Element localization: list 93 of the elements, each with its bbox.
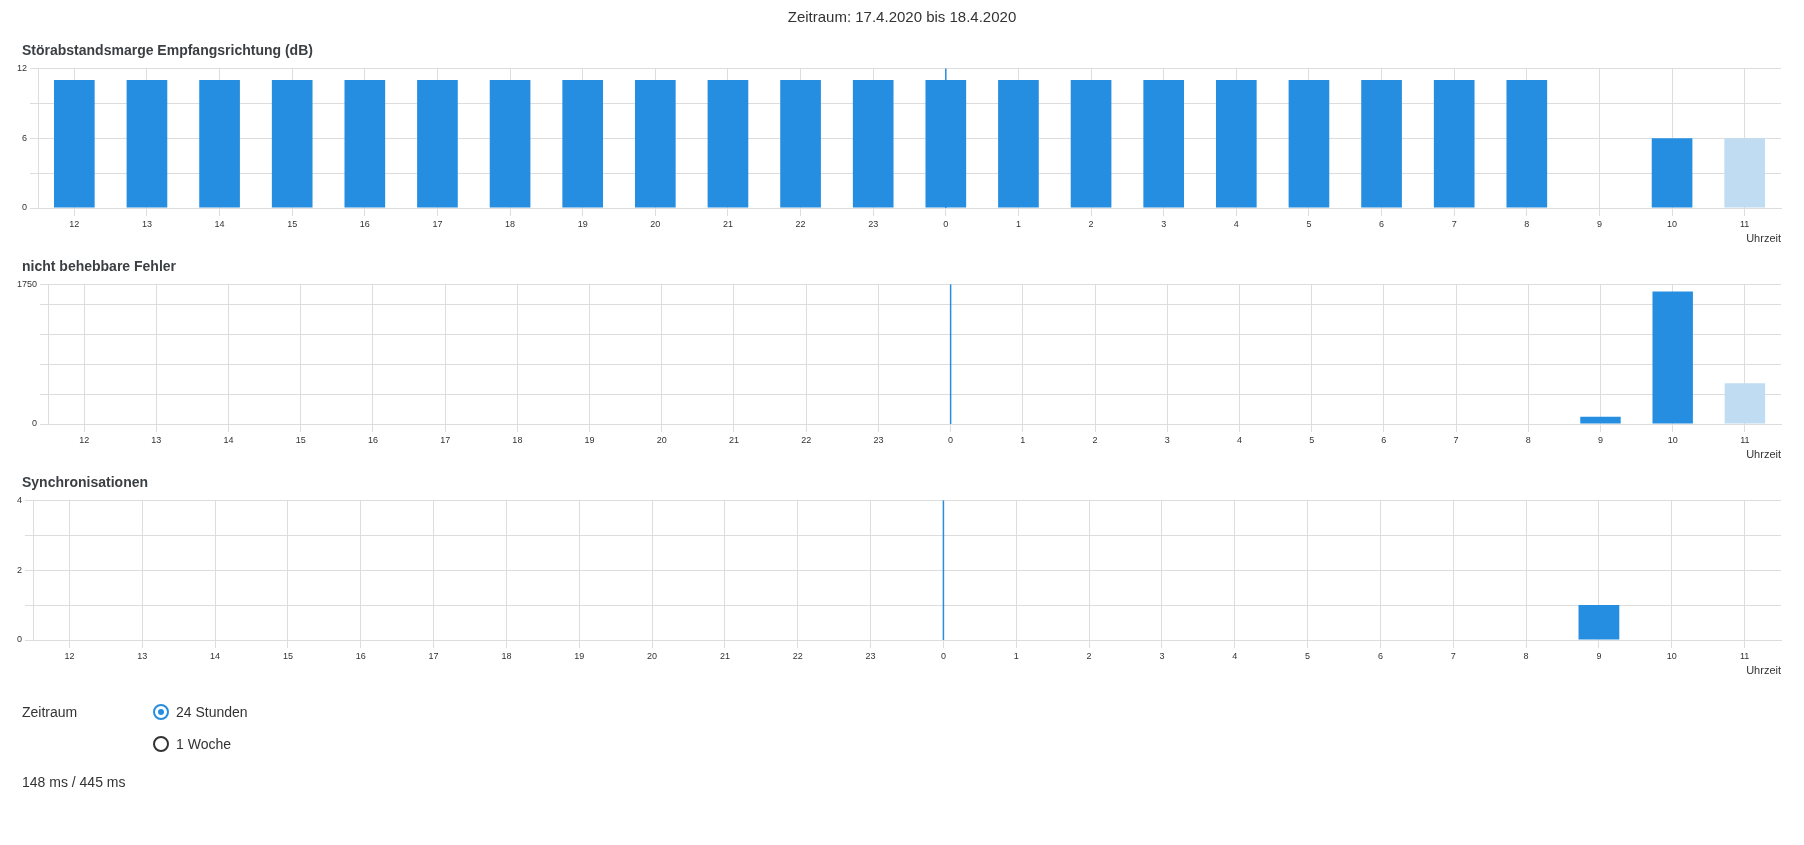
x-tick-label: 16 <box>367 434 378 445</box>
x-tick-label: 4 <box>1232 650 1238 661</box>
x-tick-label: 18 <box>505 218 516 229</box>
x-tick-label: 6 <box>1381 434 1387 445</box>
x-tick-label: 1 <box>1020 434 1026 445</box>
x-tick-label: 11 <box>1739 650 1750 661</box>
x-tick-label: 2 <box>1092 434 1098 445</box>
text: 1 Woche <box>176 736 231 752</box>
x-tick-label: 20 <box>656 434 667 445</box>
x-tick-label: 22 <box>801 434 812 445</box>
x-tick-label: 11 <box>1740 434 1750 445</box>
x-tick-label: 10 <box>1667 218 1678 229</box>
x-tick-label: 16 <box>355 650 366 661</box>
x-tick-label: 12 <box>64 650 75 661</box>
x-tick-label: 21 <box>728 434 739 445</box>
x-tick-label: 15 <box>287 218 298 229</box>
x-tick-label: 18 <box>501 650 512 661</box>
y-tick-label: 4 <box>16 494 23 505</box>
x-tick-label: 3 <box>1164 434 1170 445</box>
text: 24 Stunden <box>176 704 248 720</box>
x-tick-label: 17 <box>428 650 439 661</box>
x-tick-label: 17 <box>432 218 443 229</box>
x-tick-label: 7 <box>1450 650 1456 661</box>
x-tick-label: 10 <box>1666 650 1677 661</box>
x-tick-label: 21 <box>719 650 730 661</box>
y-tick-label: 0 <box>22 202 28 213</box>
x-tick-label: 21 <box>722 218 733 229</box>
x-tick-label: 6 <box>1377 650 1383 661</box>
x-tick-label: 9 <box>1597 434 1603 445</box>
text: Zeitraum <box>22 704 78 720</box>
x-tick-label: 12 <box>69 218 80 229</box>
x-tick-label: 22 <box>795 218 806 229</box>
x-tick-label: 19 <box>584 434 595 445</box>
chart-title: Störabstandsmarge Empfangsrichtung (dB) <box>22 42 314 60</box>
x-tick-label: 13 <box>151 434 162 445</box>
x-tick-label: 23 <box>865 650 876 661</box>
chart-title: Synchronisationen <box>22 474 150 492</box>
x-tick-label: 5 <box>1306 218 1312 229</box>
x-tick-label: 23 <box>868 218 879 229</box>
x-tick-label: 20 <box>647 650 658 661</box>
x-tick-label: 8 <box>1525 434 1531 445</box>
x-tick-label: 3 <box>1159 650 1165 661</box>
x-tick-label: 0 <box>948 434 954 445</box>
y-tick-label: 6 <box>22 132 28 143</box>
x-axis-title: Uhrzeit <box>1746 232 1781 245</box>
chart-title: nicht behebbare Fehler <box>22 258 178 276</box>
y-tick-label: 2 <box>16 564 23 575</box>
x-tick-label: 4 <box>1233 218 1239 229</box>
x-tick-label: 3 <box>1161 218 1167 229</box>
x-tick-label: 22 <box>792 650 803 661</box>
x-tick-label: 7 <box>1451 218 1457 229</box>
x-tick-label: 19 <box>577 218 588 229</box>
x-tick-label: 19 <box>574 650 585 661</box>
x-tick-label: 14 <box>223 434 234 445</box>
x-tick-label: 0 <box>943 218 949 229</box>
y-tick-label: 1750 <box>16 278 38 289</box>
x-tick-label: 10 <box>1667 434 1678 445</box>
x-tick-label: 5 <box>1305 650 1311 661</box>
x-axis-title: Uhrzeit <box>1746 448 1781 461</box>
bar <box>1652 291 1693 424</box>
x-tick-label: 6 <box>1379 218 1385 229</box>
y-tick-label: 12 <box>17 62 28 73</box>
x-axis-title: Uhrzeit <box>1746 664 1781 677</box>
x-tick-label: 9 <box>1596 650 1602 661</box>
x-tick-label: 2 <box>1088 218 1094 229</box>
x-tick-label: 8 <box>1524 218 1530 229</box>
x-tick-label: 14 <box>210 650 221 661</box>
x-tick-label: 1 <box>1013 650 1019 661</box>
bar <box>1724 383 1766 424</box>
text: Zeitraum: 17.4.2020 bis 18.4.2020 <box>786 7 1018 27</box>
x-tick-label: 20 <box>650 218 661 229</box>
x-tick-label: 16 <box>359 218 370 229</box>
x-tick-label: 2 <box>1086 650 1092 661</box>
x-tick-label: 13 <box>141 218 152 229</box>
x-tick-label: 15 <box>295 434 306 445</box>
x-tick-label: 5 <box>1309 434 1315 445</box>
x-tick-label: 23 <box>873 434 884 445</box>
x-tick-label: 17 <box>440 434 451 445</box>
x-tick-label: 14 <box>214 218 225 229</box>
text: 148 ms / 445 ms <box>22 774 126 790</box>
x-tick-label: 15 <box>282 650 293 661</box>
x-tick-label: 12 <box>79 434 90 445</box>
x-tick-label: 7 <box>1453 434 1459 445</box>
x-tick-label: 1 <box>1015 218 1021 229</box>
x-tick-label: 0 <box>940 650 946 661</box>
x-tick-label: 4 <box>1236 434 1242 445</box>
x-tick-label: 18 <box>512 434 523 445</box>
x-tick-label: 13 <box>137 650 148 661</box>
x-tick-label: 9 <box>1596 218 1602 229</box>
x-tick-label: 8 <box>1523 650 1529 661</box>
bar <box>1580 416 1621 424</box>
x-tick-label: 11 <box>1740 218 1750 229</box>
y-tick-label: 0 <box>16 634 23 645</box>
